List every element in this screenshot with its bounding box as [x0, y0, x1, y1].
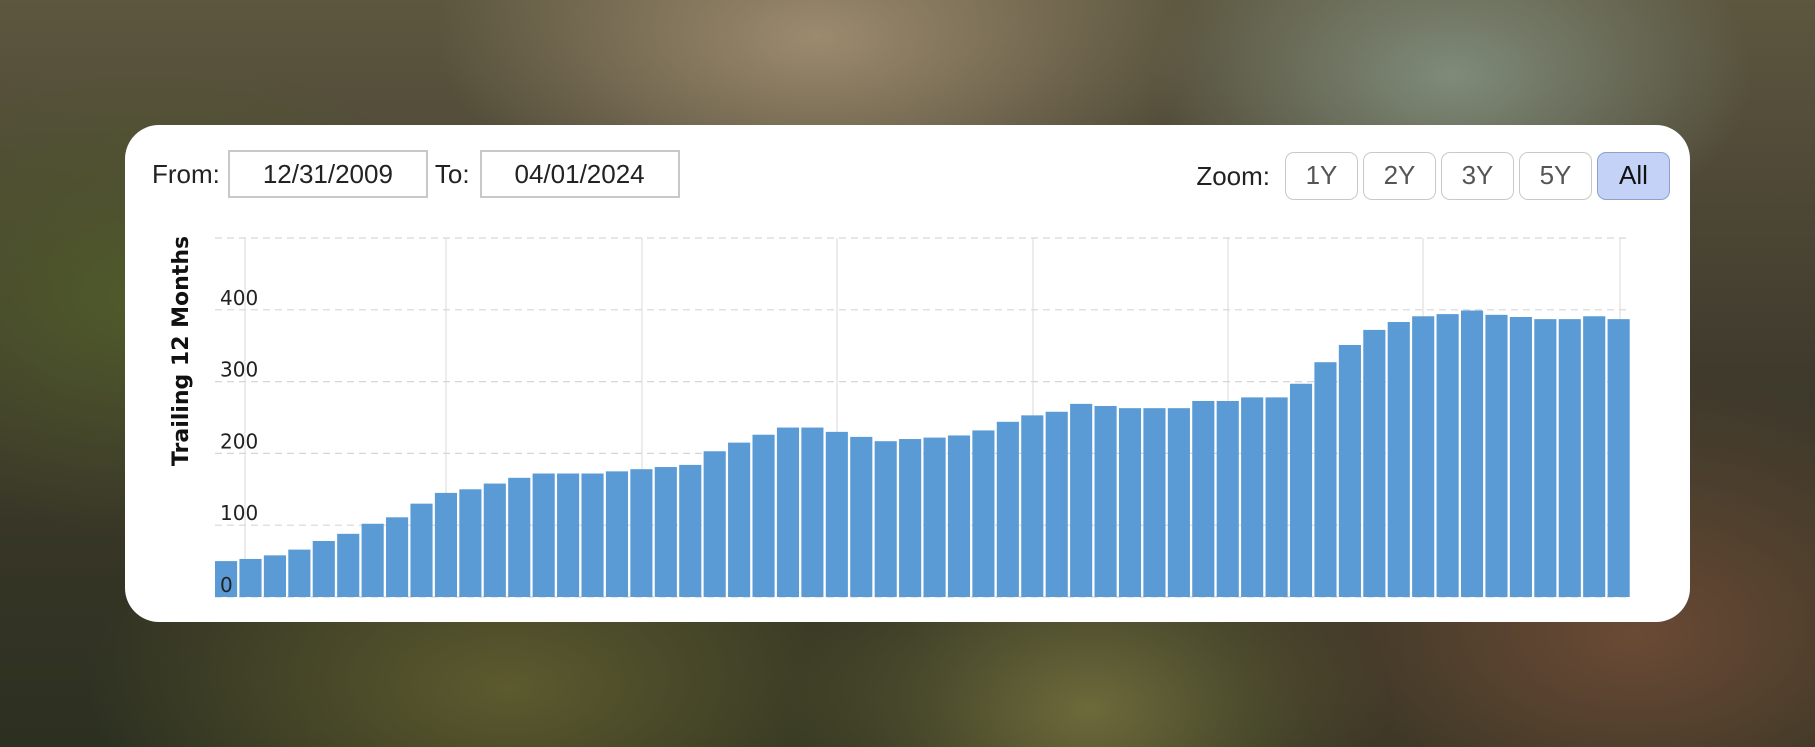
bar[interactable]: [1607, 319, 1630, 597]
zoom-2y-button[interactable]: 2Y: [1363, 152, 1436, 200]
bar[interactable]: [1289, 383, 1313, 597]
bar[interactable]: [1534, 319, 1557, 597]
bar[interactable]: [605, 471, 629, 597]
bar[interactable]: [850, 436, 873, 597]
bar[interactable]: [1363, 329, 1386, 597]
bar[interactable]: [1216, 400, 1239, 597]
zoom-3y-button[interactable]: 3Y: [1441, 152, 1514, 200]
bar[interactable]: [1265, 397, 1288, 597]
bar[interactable]: [679, 464, 702, 597]
bar[interactable]: [728, 442, 751, 597]
bar[interactable]: [1460, 310, 1484, 597]
y-tick-label: 400: [220, 286, 258, 310]
bar[interactable]: [386, 517, 409, 597]
bar[interactable]: [1094, 406, 1117, 597]
bar[interactable]: [630, 469, 653, 597]
bar[interactable]: [1338, 344, 1361, 597]
bar[interactable]: [1143, 408, 1166, 597]
y-tick-label: 100: [220, 501, 258, 525]
bar[interactable]: [703, 451, 726, 597]
bar[interactable]: [972, 430, 995, 597]
bar[interactable]: [1558, 319, 1581, 597]
zoom-5y-button[interactable]: 5Y: [1519, 152, 1592, 200]
bar[interactable]: [312, 541, 335, 597]
bar[interactable]: [874, 441, 897, 597]
bar[interactable]: [1412, 316, 1435, 597]
to-label: To:: [434, 158, 470, 189]
bar[interactable]: [337, 533, 360, 597]
bar[interactable]: [508, 477, 531, 597]
bar[interactable]: [288, 549, 311, 597]
bar[interactable]: [361, 523, 384, 597]
y-axis-label: Trailing 12 Months: [169, 236, 194, 466]
bar[interactable]: [996, 421, 1019, 597]
bar[interactable]: [1070, 403, 1093, 597]
bar[interactable]: [1241, 397, 1264, 597]
bar[interactable]: [654, 467, 677, 597]
date-range: From: 12/31/2009 To: 04/01/2024: [152, 150, 680, 198]
bar[interactable]: [1485, 314, 1508, 597]
from-date-input[interactable]: 12/31/2009: [227, 150, 428, 198]
bar[interactable]: [1583, 316, 1606, 597]
y-tick-label: 200: [220, 429, 258, 453]
bar[interactable]: [1509, 316, 1532, 597]
bar[interactable]: [215, 561, 238, 597]
bar[interactable]: [1192, 400, 1215, 597]
bar[interactable]: [1436, 314, 1459, 597]
bar[interactable]: [1387, 322, 1410, 597]
y-tick-labels: 0 100 200 300 400: [220, 286, 258, 597]
bar[interactable]: [947, 435, 971, 597]
chart-card: From: 12/31/2009 To: 04/01/2024 Zoom: 1Y…: [125, 125, 1690, 622]
bar-chart: 0 100 200 300 400 Trailing 12 Months: [169, 236, 1630, 598]
bar[interactable]: [263, 555, 286, 597]
bar[interactable]: [1045, 411, 1068, 597]
bar[interactable]: [581, 473, 604, 598]
zoom-controls: Zoom: 1Y 2Y 3Y 5Y All: [1196, 152, 1670, 200]
bar[interactable]: [1118, 408, 1142, 597]
bar[interactable]: [483, 483, 506, 597]
zoom-all-button[interactable]: All: [1597, 152, 1670, 200]
bar[interactable]: [410, 503, 433, 597]
bar[interactable]: [532, 473, 555, 598]
bar[interactable]: [1167, 408, 1190, 597]
bar[interactable]: [434, 492, 458, 597]
bar[interactable]: [801, 427, 824, 597]
bar[interactable]: [825, 431, 848, 597]
bar[interactable]: [459, 489, 482, 597]
y-tick-label: 0: [220, 573, 233, 597]
bars: [215, 310, 1630, 598]
to-date-input[interactable]: 04/01/2024: [479, 150, 680, 198]
zoom-1y-button[interactable]: 1Y: [1285, 152, 1358, 200]
bar[interactable]: [557, 473, 580, 598]
bar[interactable]: [899, 439, 922, 597]
bar[interactable]: [776, 427, 800, 597]
from-label: From:: [152, 158, 220, 189]
bar[interactable]: [923, 437, 946, 597]
bar[interactable]: [239, 558, 262, 597]
y-tick-label: 300: [220, 358, 258, 382]
bar[interactable]: [1021, 415, 1044, 597]
zoom-label: Zoom:: [1196, 160, 1270, 191]
bar[interactable]: [1314, 362, 1337, 597]
bar[interactable]: [752, 434, 775, 597]
